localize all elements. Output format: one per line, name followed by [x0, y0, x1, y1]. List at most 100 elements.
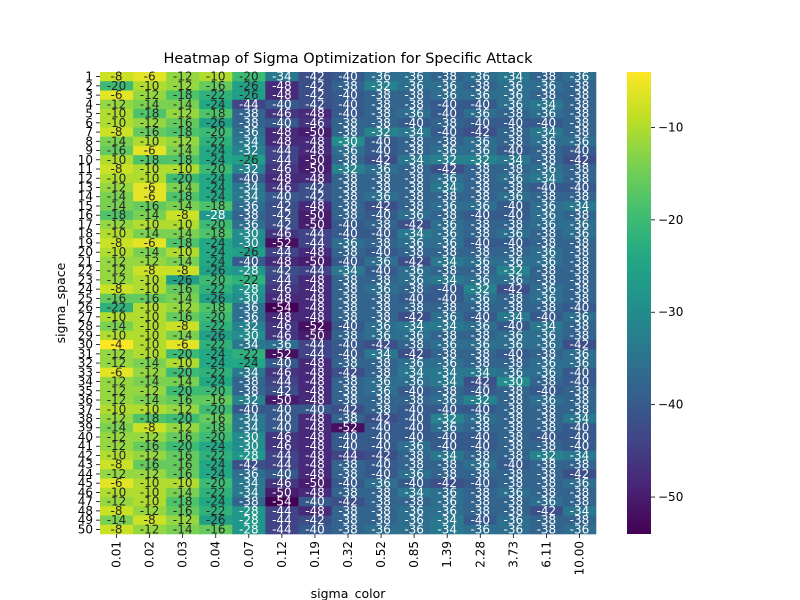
cell-value: -40 [272, 190, 292, 204]
cell-value: -40 [404, 430, 424, 444]
cell-value: -36 [437, 171, 457, 185]
heatmap-cell [331, 219, 365, 230]
heatmap-cell [133, 247, 167, 258]
heatmap-cell [562, 99, 597, 110]
cell-value: -30 [239, 439, 259, 453]
heatmap-cell [529, 155, 564, 165]
cell-value: -16 [140, 439, 160, 453]
heatmap-cell [430, 303, 465, 313]
cell-value: -38 [470, 328, 490, 342]
heatmap-cell [529, 441, 564, 452]
cell-value: -16 [140, 199, 160, 213]
heatmap-cell [496, 349, 531, 359]
heatmap-cell [463, 108, 498, 119]
cell-value: -36 [371, 70, 391, 84]
heatmap-cell [463, 99, 498, 110]
heatmap-cell [463, 460, 498, 470]
cell-value: -38 [338, 291, 358, 305]
cell-value: -10 [140, 162, 160, 176]
heatmap-cell [199, 275, 233, 285]
cell-value: -40 [272, 402, 292, 416]
cell-value: -36 [537, 245, 557, 259]
cell-value: -40 [570, 375, 590, 389]
cell-value: -38 [570, 264, 590, 278]
heatmap-cell [331, 81, 365, 91]
y-tick-label: 46 [78, 485, 93, 499]
cell-value: -12 [107, 495, 127, 509]
cell-value: -8 [111, 125, 123, 139]
cell-value: -34 [570, 412, 590, 426]
cell-value: -36 [504, 273, 524, 287]
heatmap-cell [166, 127, 200, 137]
heatmap-cell [100, 127, 134, 137]
heatmap-cell [529, 413, 564, 424]
cell-value: -38 [239, 208, 259, 222]
cell-value: -44 [305, 227, 325, 241]
heatmap-cell [265, 238, 299, 248]
heatmap-cell [199, 413, 233, 424]
heatmap-cell [397, 201, 431, 211]
cell-value: -42 [437, 476, 457, 490]
heatmap-cell [364, 450, 398, 461]
heatmap-cell [265, 72, 299, 82]
heatmap-cell [232, 155, 266, 165]
cell-value: -8 [111, 282, 123, 296]
heatmap-cell [529, 349, 564, 359]
cell-value: -38 [338, 513, 358, 527]
y-tick-label: 12 [78, 171, 93, 185]
cell-value: -36 [470, 88, 490, 102]
cell-value: -48 [305, 448, 325, 462]
cell-value: -38 [371, 107, 391, 121]
cell-value: -48 [305, 412, 325, 426]
heatmap-cell [166, 266, 200, 276]
heatmap-cell [331, 432, 365, 442]
heatmap-cell [133, 72, 167, 82]
cell-value: -38 [537, 227, 557, 241]
y-tick-label: 38 [78, 412, 93, 426]
cell-value: -16 [173, 504, 193, 518]
heatmap-cell [331, 99, 365, 110]
cell-value: -14 [140, 375, 160, 389]
cell-value: -50 [305, 208, 325, 222]
heatmap-cell [331, 395, 365, 405]
heatmap-cell [199, 349, 233, 359]
heatmap-cell [232, 173, 266, 184]
cell-value: -38 [404, 245, 424, 259]
cell-value: -14 [140, 227, 160, 241]
heatmap-cell [364, 118, 398, 128]
cell-value: -50 [305, 153, 325, 167]
cell-value: -12 [173, 402, 193, 416]
colorbar-tick-label: −20 [658, 213, 683, 227]
cell-value: -38 [537, 153, 557, 167]
cell-value: -8 [177, 319, 189, 333]
cell-value: -44 [272, 153, 292, 167]
y-tick-label: 24 [78, 282, 93, 296]
cell-value: -42 [371, 338, 391, 352]
cell-value: -32 [239, 319, 259, 333]
heatmap-cell [364, 460, 398, 470]
cell-value: -32 [239, 393, 259, 407]
cell-value: -16 [140, 458, 160, 472]
cell-value: -40 [570, 301, 590, 315]
heatmap-cell [166, 413, 200, 424]
heatmap-cell [529, 506, 564, 516]
cell-value: -20 [173, 412, 193, 426]
cell-value: -20 [173, 439, 193, 453]
cell-value: -36 [504, 88, 524, 102]
heatmap-cell [562, 441, 597, 452]
cell-value: -36 [504, 97, 524, 111]
heatmap-cell [430, 386, 465, 396]
heatmap-cell [529, 404, 564, 415]
heatmap-cell [430, 330, 465, 341]
heatmap-cell [265, 460, 299, 470]
cell-value: -40 [570, 365, 590, 379]
heatmap-cell [133, 404, 167, 415]
cell-value: -40 [404, 402, 424, 416]
heatmap-cell [430, 118, 465, 128]
heatmap-cell [199, 487, 233, 498]
heatmap-cell [430, 145, 465, 156]
heatmap-cell [529, 173, 564, 184]
cell-value: -48 [305, 301, 325, 315]
cell-value: -40 [470, 513, 490, 527]
heatmap-cell [331, 90, 365, 101]
